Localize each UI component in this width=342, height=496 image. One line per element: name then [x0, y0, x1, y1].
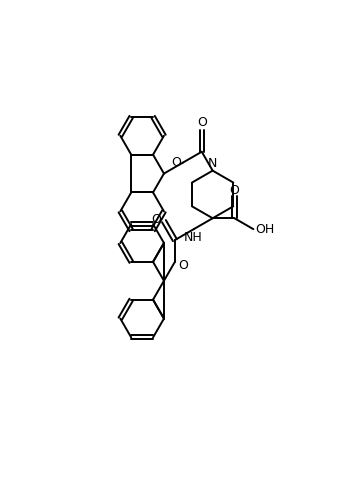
- Text: NH: NH: [183, 231, 202, 244]
- Text: N: N: [208, 157, 218, 170]
- Text: O: O: [171, 156, 181, 169]
- Text: OH: OH: [256, 223, 275, 236]
- Text: O: O: [151, 213, 161, 226]
- Text: O: O: [229, 184, 239, 197]
- Text: O: O: [178, 259, 188, 272]
- Text: O: O: [197, 117, 207, 129]
